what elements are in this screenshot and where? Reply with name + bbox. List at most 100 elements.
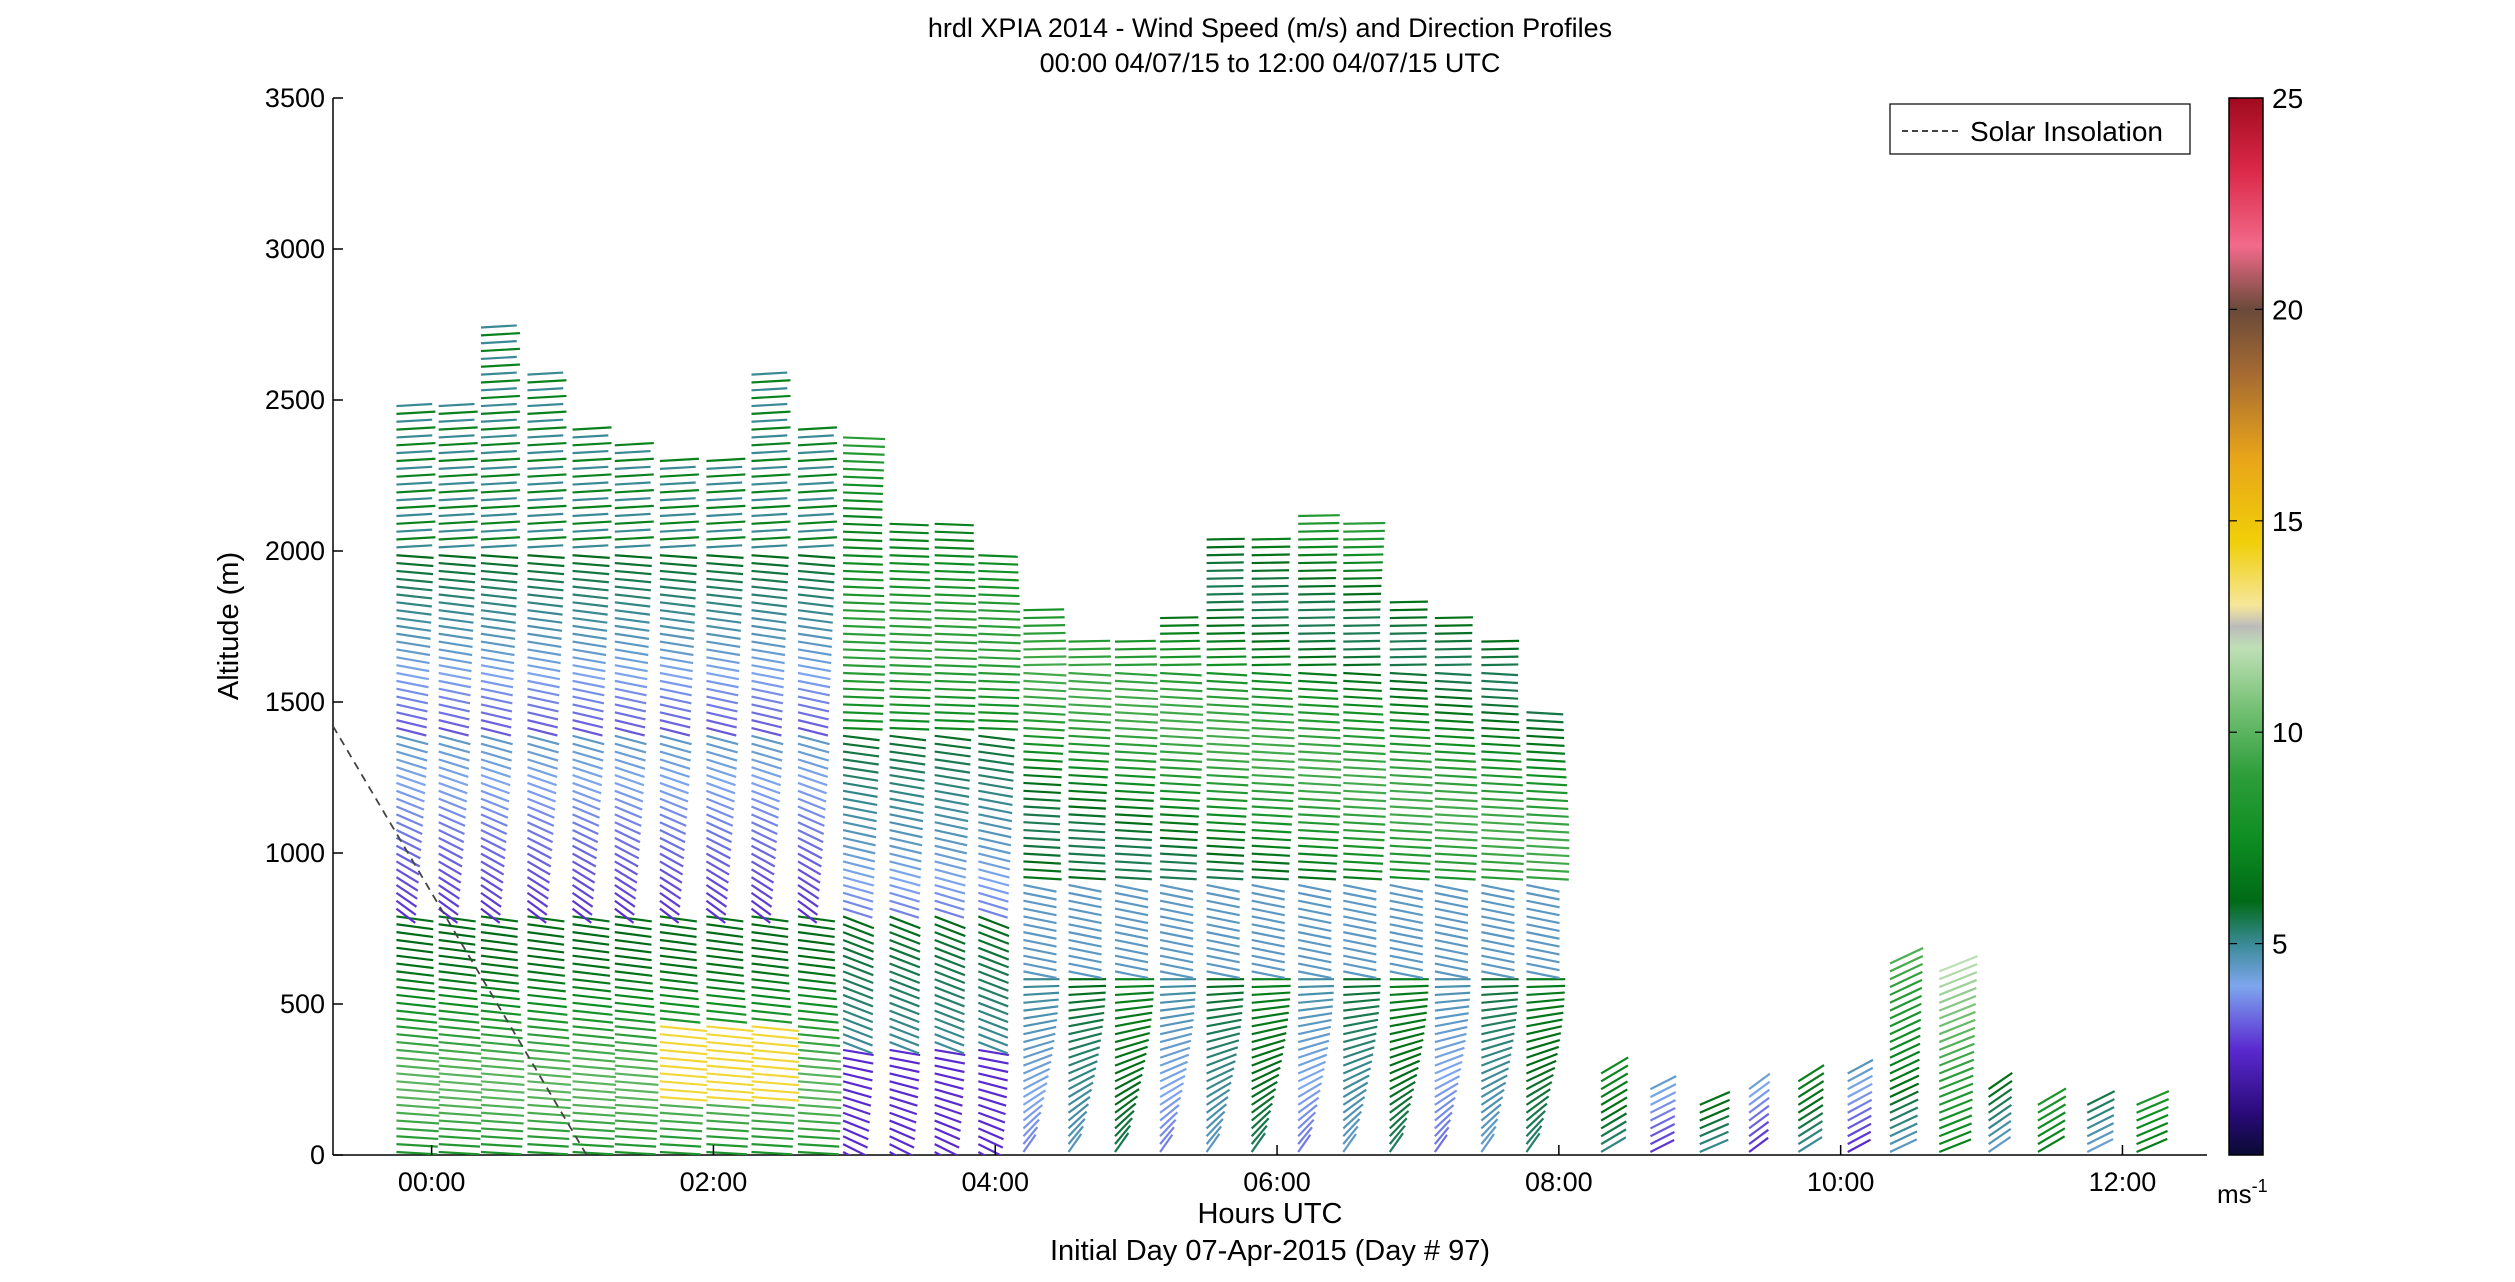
wind-barb [614, 544, 651, 549]
wind-barb [842, 1025, 874, 1039]
wind-barb [978, 1088, 1008, 1099]
wind-barb [395, 805, 424, 819]
wind-barb [934, 624, 977, 629]
wind-barb [480, 554, 519, 559]
wind-barb [527, 813, 555, 827]
wind-barb [1160, 821, 1199, 826]
wind-barb [1481, 984, 1519, 989]
wind-profile [705, 457, 755, 1155]
wind-barb [659, 1150, 701, 1155]
wind-barb [1600, 1096, 1628, 1114]
wind-barb [480, 1017, 522, 1024]
wind-barb [572, 609, 608, 616]
wind-barb [1251, 821, 1292, 826]
wind-barb [480, 640, 515, 649]
wind-barb [1297, 1119, 1315, 1138]
wind-barb [1251, 742, 1295, 748]
wind-barb [934, 1103, 963, 1116]
y-tick-label: 1500 [265, 687, 325, 717]
wind-barb [1251, 805, 1293, 810]
wind-barb [797, 1095, 842, 1102]
wind-barb [842, 1119, 870, 1132]
wind-barb [1298, 844, 1338, 850]
wind-barb [572, 441, 612, 447]
wind-barb [889, 734, 927, 742]
wind-barb [706, 465, 743, 470]
wind-barb [1343, 545, 1384, 549]
wind-barb [614, 946, 652, 954]
wind-barb [978, 883, 1010, 895]
wind-barb [1298, 608, 1336, 612]
wind-profile [480, 324, 525, 1155]
wind-barb [1526, 828, 1570, 834]
wind-barb [1068, 984, 1107, 989]
wind-barb [1298, 797, 1341, 803]
wind-barb [1159, 1111, 1179, 1130]
wind-barb [1434, 970, 1469, 980]
wind-barb [659, 512, 696, 518]
wind-barb [527, 394, 567, 400]
wind-barb [1068, 946, 1102, 956]
wind-barb [842, 1041, 873, 1055]
wind-barb [842, 923, 875, 938]
wind-barb [480, 1127, 524, 1133]
wind-barb [1343, 915, 1377, 925]
wind-barb [527, 449, 564, 455]
wind-barb [977, 946, 1010, 961]
wind-barb [1389, 998, 1428, 1004]
wind-barb [1023, 631, 1066, 635]
wind-barb [751, 640, 786, 649]
wind-barb [572, 426, 612, 431]
wind-barb [1160, 742, 1203, 748]
wind-barb [797, 1127, 841, 1133]
wind-barb [1160, 647, 1201, 651]
wind-barb [1889, 1074, 1920, 1091]
wind-barb [1250, 1102, 1274, 1122]
wind-barb [1068, 781, 1108, 787]
wind-barb [572, 624, 608, 632]
wind-barb [1526, 998, 1565, 1004]
wind-barb [438, 616, 474, 624]
wind-barb [480, 394, 520, 400]
wind-barb [797, 985, 837, 993]
wind-barb [480, 985, 520, 993]
wind-barb [572, 585, 609, 592]
wind-barb [396, 915, 434, 923]
wind-barb [438, 410, 478, 415]
wind-barb [842, 773, 879, 782]
wind-barb [797, 536, 838, 541]
wind-barb [396, 781, 426, 795]
wind-barb [1205, 1096, 1229, 1114]
y-tick-label: 1000 [265, 838, 325, 868]
wind-profile [1067, 639, 1112, 1153]
wind-barb [438, 687, 471, 697]
wind-barb [1389, 703, 1429, 708]
wind-barb [1434, 891, 1469, 901]
wind-barb [797, 1001, 838, 1009]
wind-barb [889, 687, 931, 692]
wind-barb [572, 640, 607, 649]
wind-barb [1023, 828, 1061, 834]
wind-barb [889, 569, 930, 574]
wind-barb [1205, 1118, 1224, 1138]
wind-barb [843, 648, 886, 653]
wind-barb [797, 954, 835, 962]
wind-barb [1205, 1133, 1221, 1153]
wind-barb [1068, 1025, 1103, 1036]
wind-barb [1481, 1032, 1515, 1044]
wind-barb [1068, 726, 1111, 732]
wind-barb [527, 585, 564, 592]
wind-barb [1251, 1011, 1289, 1020]
wind-barb [1297, 970, 1332, 980]
wind-barb [480, 742, 513, 754]
wind-barb [977, 923, 1010, 938]
wind-barb [1297, 907, 1332, 917]
wind-barb [438, 781, 468, 795]
wind-barb [396, 695, 429, 705]
wind-barb [1251, 970, 1285, 980]
wind-barb [751, 758, 783, 770]
wind-barb [1159, 1126, 1175, 1145]
wind-barb [1699, 1098, 1731, 1114]
wind-barb [1389, 883, 1424, 893]
wind-barb [1389, 773, 1433, 779]
